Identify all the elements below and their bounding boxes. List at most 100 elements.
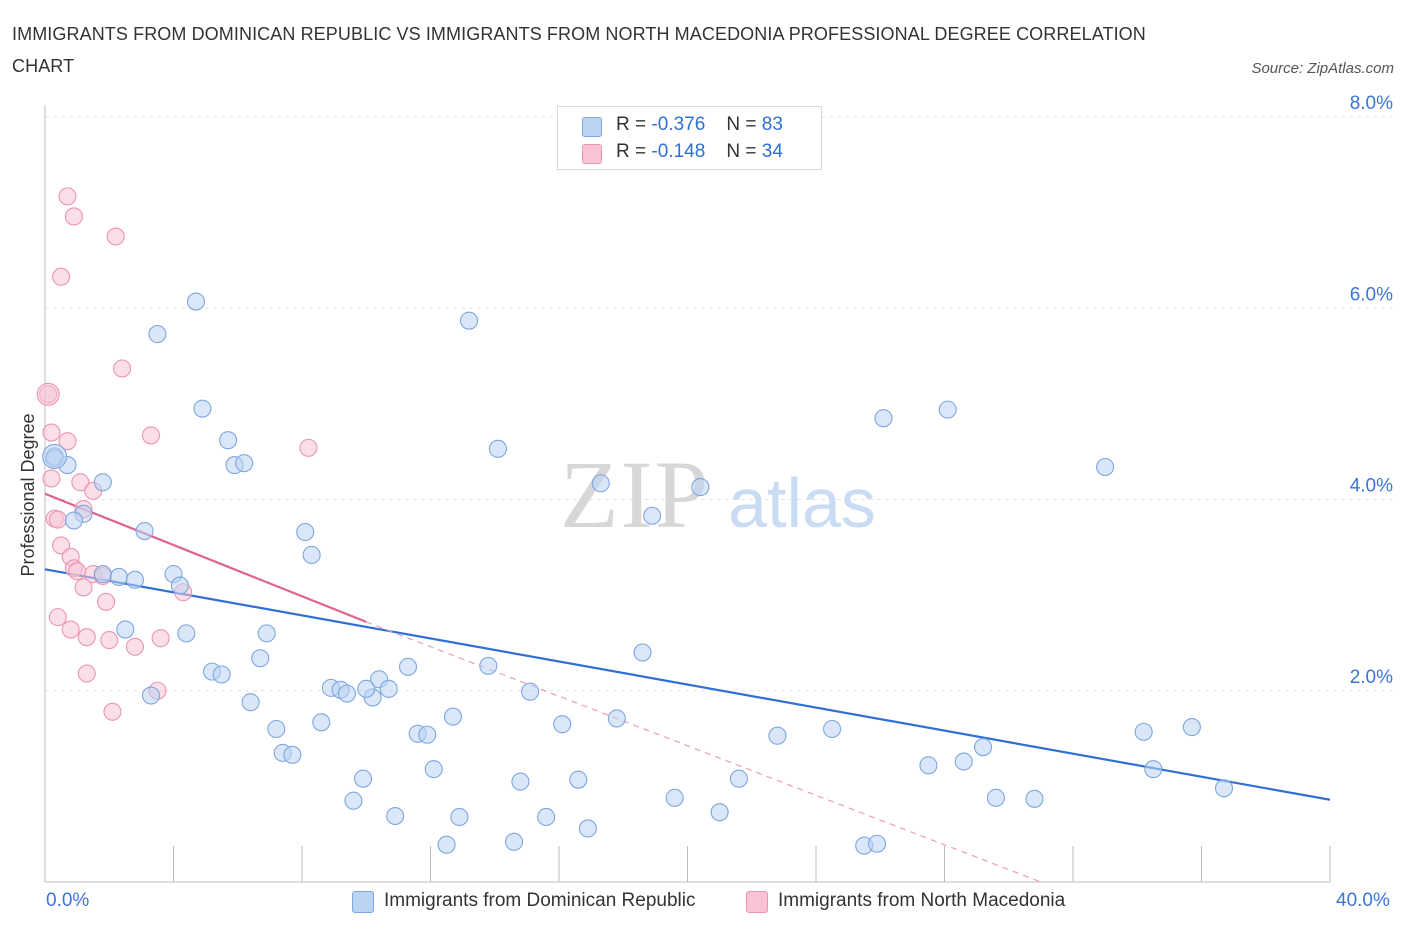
data-point-dominican — [1096, 457, 1115, 477]
data-point-macedonia — [42, 469, 61, 488]
data-point-dominican — [874, 409, 893, 428]
data-point-dominican — [443, 707, 463, 726]
x-axis-min-label: 0.0% — [46, 890, 90, 911]
data-point-dominican — [424, 760, 443, 779]
data-point-dominican — [141, 686, 161, 705]
data-point-dominican — [1025, 789, 1044, 808]
data-point-dominican — [823, 719, 842, 739]
data-point-dominican — [296, 522, 315, 542]
trend-lines — [44, 492, 1331, 883]
data-point-macedonia — [113, 359, 132, 378]
data-point-dominican — [148, 325, 167, 344]
data-point-dominican — [302, 545, 321, 565]
legend-n-label: N = — [726, 141, 757, 162]
data-point-dominican — [418, 725, 437, 744]
data-point-dominican — [665, 788, 684, 807]
data-point-macedonia — [125, 637, 144, 656]
data-point-dominican — [504, 832, 524, 851]
data-point-macedonia — [48, 608, 67, 627]
data-point-macedonia — [58, 187, 77, 206]
data-point-dominican — [537, 807, 556, 827]
y-tick-label: 8.0% — [1350, 93, 1393, 114]
legend-swatch-pink — [582, 144, 602, 164]
data-point-dominican — [109, 567, 128, 587]
data-point-macedonia — [77, 628, 96, 647]
data-point-dominican — [170, 576, 189, 595]
data-point-dominican — [479, 656, 498, 675]
legend-r-value-blue: -0.376 — [651, 114, 706, 135]
y-tick-label: 6.0% — [1350, 284, 1393, 305]
data-point-dominican — [459, 311, 479, 330]
data-point-macedonia — [71, 473, 90, 492]
data-point-dominican — [553, 715, 572, 734]
data-point-dominican — [235, 454, 254, 473]
y-axis-label: Professional Degree — [18, 413, 38, 576]
watermark-atlas: atlas — [728, 464, 876, 542]
data-point-dominican — [768, 726, 787, 745]
data-point-macedonia — [151, 629, 170, 648]
data-point-dominican — [241, 693, 260, 712]
data-point-dominican — [867, 834, 887, 853]
data-point-dominican — [212, 665, 231, 684]
data-point-macedonia — [48, 510, 67, 529]
data-point-dominican — [125, 570, 144, 589]
data-point-dominican — [591, 474, 610, 493]
x-axis-max-label: 40.0% — [1336, 890, 1390, 911]
data-point-macedonia — [106, 227, 125, 246]
data-point-dominican — [488, 439, 508, 458]
legend-r-value-pink: -0.148 — [651, 141, 706, 162]
data-point-dominican — [1134, 722, 1153, 741]
data-point-macedonia — [77, 664, 96, 683]
data-point-macedonia — [100, 631, 119, 650]
data-point-dominican — [353, 769, 373, 788]
data-point-dominican — [643, 506, 662, 525]
data-point-dominican — [919, 756, 938, 775]
watermark-zip: ZIP — [560, 441, 710, 548]
series-legend-label: Immigrants from North Macedonia — [778, 890, 1066, 911]
trend-line-dominican — [44, 568, 1331, 801]
stats-legend: R = -0.376 N = 83 R = -0.148 N = 34 — [557, 106, 822, 170]
chart-title: IMMIGRANTS FROM DOMINICAN REPUBLIC VS IM… — [12, 24, 1146, 76]
series-legend-label: Immigrants from Dominican Republic — [384, 890, 696, 911]
data-point-dominican — [267, 719, 286, 739]
data-point-dominican — [93, 473, 112, 492]
data-point-dominican — [116, 620, 135, 639]
data-point-macedonia — [36, 382, 60, 406]
data-point-macedonia — [52, 267, 71, 286]
series-swatch-blue — [352, 891, 374, 913]
y-tick-label: 2.0% — [1350, 667, 1393, 688]
data-point-dominican — [64, 511, 83, 530]
legend-n-value-pink: 34 — [761, 141, 783, 162]
data-point-dominican — [954, 752, 973, 771]
data-point-dominican — [93, 565, 112, 584]
data-point-macedonia — [103, 702, 122, 721]
data-point-dominican — [386, 806, 405, 826]
series-legend: Immigrants from Dominican Republic Immig… — [0, 888, 1406, 916]
data-point-dominican — [357, 679, 376, 698]
data-point-dominican — [177, 624, 196, 643]
data-point-dominican — [1144, 760, 1163, 779]
data-point-dominican — [1214, 779, 1234, 798]
data-point-macedonia — [68, 562, 87, 581]
data-point-dominican — [938, 400, 957, 419]
data-point-dominican — [283, 745, 302, 764]
data-point-macedonia — [74, 578, 93, 597]
data-point-dominican — [379, 679, 398, 698]
data-point-dominican — [219, 431, 238, 450]
data-point-macedonia — [299, 438, 318, 457]
y-tick-label: 4.0% — [1350, 476, 1393, 497]
data-point-dominican — [1182, 718, 1201, 737]
legend-n-value-blue: 83 — [761, 114, 783, 135]
data-point-dominican — [135, 522, 154, 541]
data-point-dominican — [450, 807, 469, 827]
axes — [44, 105, 1331, 883]
data-points — [36, 187, 1234, 855]
data-point-macedonia — [96, 592, 116, 611]
legend-r-label: R = — [616, 141, 647, 162]
data-point-dominican — [312, 713, 331, 732]
data-point-dominican — [691, 478, 710, 497]
data-point-macedonia — [141, 426, 161, 445]
data-point-dominican — [42, 443, 68, 470]
data-point-dominican — [633, 643, 652, 662]
